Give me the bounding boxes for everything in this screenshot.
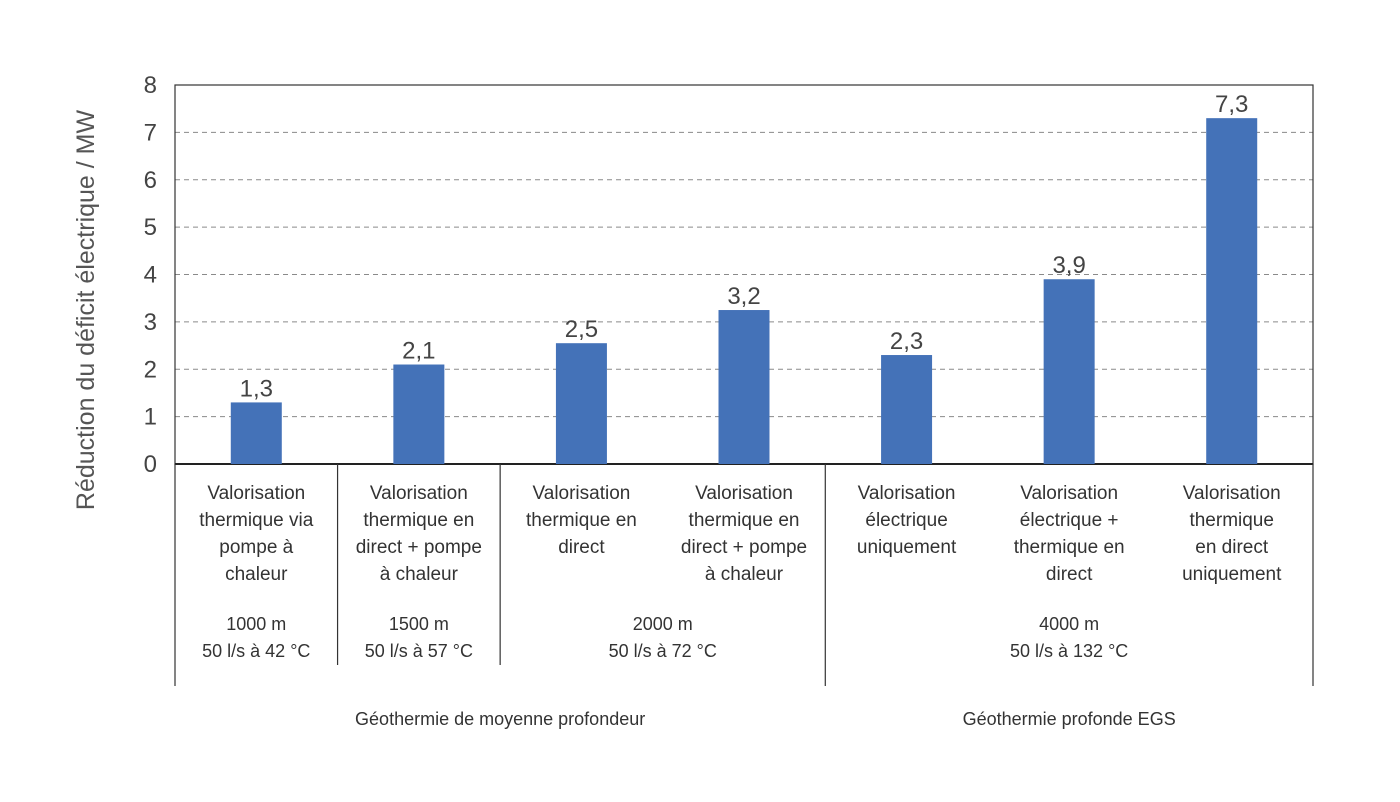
bar — [718, 310, 770, 464]
category-label: Valorisation thermique en direct + pompe à … — [681, 483, 807, 585]
bar — [881, 355, 933, 464]
category-label: Valorisation thermique en direct — [526, 483, 637, 558]
category-label: Valorisation thermique en direct uniquement — [1182, 483, 1282, 585]
value-label: 1,3 — [240, 375, 273, 402]
bar — [555, 343, 607, 464]
subgroup-label: 4000 m 50 l/s à 132 °C — [1010, 614, 1128, 661]
y-tick-label: 4 — [144, 262, 157, 289]
group-label: Géothermie profonde EGS — [963, 709, 1176, 729]
bar — [1206, 118, 1258, 464]
value-label: 3,9 — [1052, 252, 1085, 279]
subgroup-label: 1500 m 50 l/s à 57 °C — [365, 614, 473, 661]
y-tick-label: 8 — [144, 72, 157, 99]
y-tick-label: 1 — [144, 404, 157, 431]
category-label: Valorisation électrique + thermique en dire… — [1014, 483, 1125, 585]
bar — [393, 364, 445, 464]
value-label: 3,2 — [727, 283, 760, 310]
category-label: Valorisation thermique en direct + pompe à … — [356, 483, 482, 585]
value-label: 2,3 — [890, 328, 923, 355]
value-labels: 1,3 2,1 2,5 3,2 2,3 3,9 7,3 — [240, 91, 1249, 402]
y-tick-label: 7 — [144, 119, 157, 146]
bar — [230, 402, 282, 464]
bar — [1043, 279, 1095, 464]
category-label: Valorisation thermique via pompe à chaleur — [199, 483, 313, 585]
y-tick-label: 2 — [144, 356, 157, 383]
y-tick-label: 3 — [144, 309, 157, 336]
group-label: Géothermie de moyenne profondeur — [355, 709, 645, 729]
value-label: 2,1 — [402, 338, 435, 365]
bars — [230, 118, 1258, 464]
y-tick-label: 0 — [144, 451, 157, 478]
subgroup-label: 2000 m 50 l/s à 72 °C — [609, 614, 717, 661]
y-axis-label: Réduction du déficit électrique / MW — [72, 110, 100, 511]
y-axis-ticks: 0 1 2 3 4 5 6 7 8 — [144, 72, 157, 478]
group-labels: Géothermie de moyenne profondeur Géotherm… — [355, 709, 1176, 729]
subgroup-label: 1000 m 50 l/s à 42 °C — [202, 614, 310, 661]
subgroup-labels: 1000 m 50 l/s à 42 °C 1500 m 50 l/s à 57 °C… — [202, 614, 1128, 661]
value-label: 7,3 — [1215, 91, 1248, 118]
value-label: 2,5 — [565, 316, 598, 343]
y-tick-label: 6 — [144, 167, 157, 194]
category-label: Valorisation électrique uniquement — [857, 483, 957, 558]
y-tick-label: 5 — [144, 214, 157, 241]
group-dividers — [174, 464, 1314, 686]
category-labels: Valorisation thermique via pompe à chaleur V… — [199, 483, 1282, 585]
